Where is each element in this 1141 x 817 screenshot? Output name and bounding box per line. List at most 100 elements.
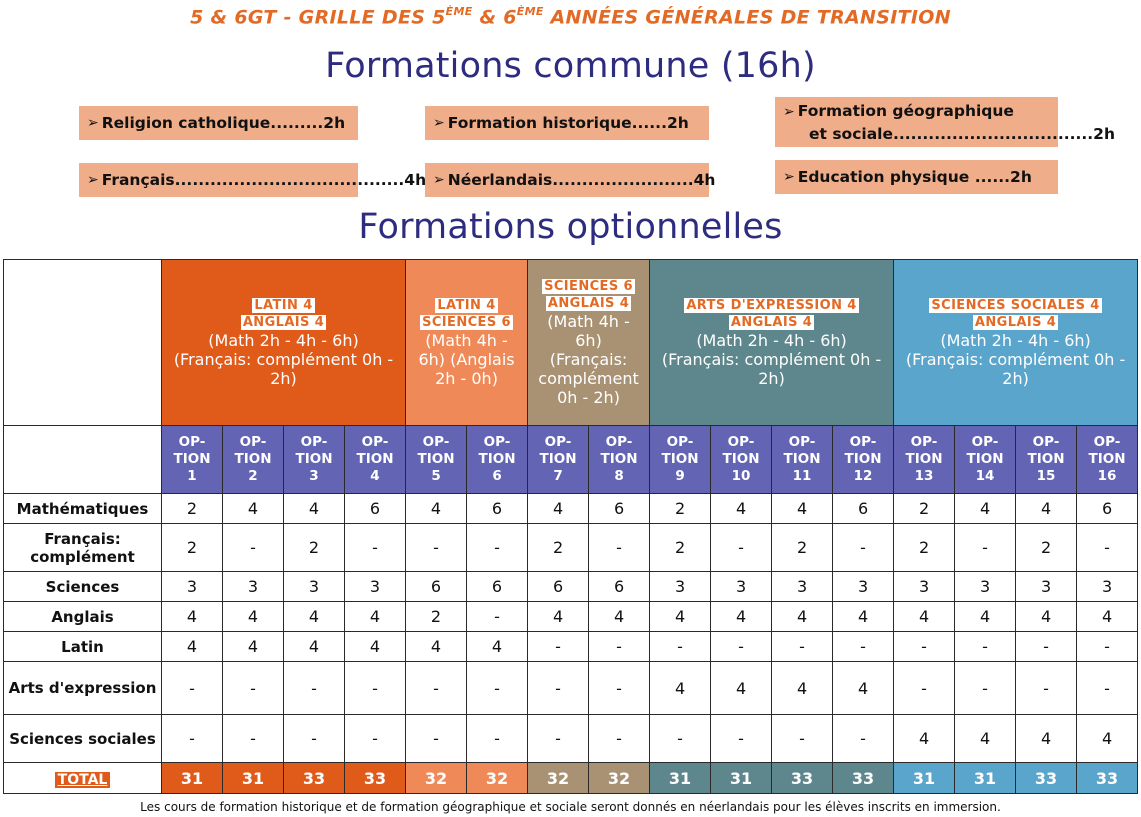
total-cell: 32 [588,762,651,794]
table-cell: 4 [1015,714,1078,763]
table-cell: 2 [527,523,590,572]
table-cell: - [527,714,590,763]
option-header-5: OP- TION 5 [405,425,468,494]
table-cell: - [771,631,834,662]
arrow-icon: ➢ [783,103,795,120]
table-cell: - [1076,661,1139,715]
option-header-16: OP- TION 16 [1076,425,1139,494]
group-title-2: ANGLAIS 4 [728,315,815,330]
table-cell: - [832,631,895,662]
table-cell: 2 [649,493,712,524]
table-cell: 4 [222,493,284,524]
table-cell: 3 [771,571,834,602]
table-cell: - [343,714,407,763]
option-header-15: OP- TION 15 [1015,425,1078,494]
table-cell: 3 [1015,571,1078,602]
total-cell: 31 [161,762,223,794]
table-row: Anglais 4 4 4 4 2-4 4 4 4 4 4 4 4 4 4 [3,601,1139,632]
row-label: Anglais [3,601,162,632]
table-cell: - [161,714,223,763]
table-row: Latin 4 4 4 4 4 4- - - - - - - - - - [3,631,1139,662]
option-header-14: OP- TION 14 [954,425,1017,494]
table-cell: 4 [588,601,651,632]
table-cell: 3 [1076,571,1139,602]
table-cell: 6 [832,493,895,524]
common-item-geographie: ➢ Formation géographique et sociale.......… [775,97,1115,147]
table-cell: - [1076,523,1139,572]
optional-heading: Formations optionnelles [358,207,783,247]
table-cell: - [710,714,773,763]
table-cell: 6 [405,571,468,602]
table-cell: 4 [222,631,284,662]
table-cell: - [1015,631,1078,662]
option-group-4: ARTS D'EXPRESSION 4 ANGLAIS 4 (Math 2h - 4… [649,259,895,426]
table-cell: 3 [893,571,956,602]
table-cell: 2 [405,601,468,632]
table-cell: - [1076,631,1139,662]
table-cell: 4 [1076,601,1139,632]
option-header-13: OP- TION 13 [893,425,956,494]
table-cell: 4 [1015,601,1078,632]
option-header-8: OP- TION 8 [588,425,651,494]
table-cell: 4 [1015,493,1078,524]
table-cell: - [649,714,712,763]
table-cell: - [771,714,834,763]
table-cell: 4 [527,601,590,632]
option-group-5: SCIENCES SOCIALES 4 ANGLAIS 4 (Math 2h - 4… [893,259,1139,426]
table-cell: - [161,661,223,715]
table-cell: - [466,601,529,632]
total-cell: 33 [283,762,345,794]
table-cell: 4 [893,601,956,632]
table-cell: 4 [1076,714,1139,763]
option-header-10: OP- TION 10 [710,425,773,494]
table-cell: 4 [771,601,834,632]
table-cell: - [588,631,651,662]
arrow-icon: ➢ [783,169,795,185]
group-description: (Math 2h - 4h - 6h) (Français: complémen… [661,331,882,388]
table-cell: - [832,714,895,763]
table-cell: - [954,523,1017,572]
total-cell: 33 [1015,762,1078,794]
table-cell: 4 [710,493,773,524]
total-cell: 32 [466,762,529,794]
table-cell: - [1015,661,1078,715]
group-title-1: LATIN 4 [435,298,498,313]
common-item-religion: ➢ Religion catholique.........2h [79,106,358,140]
total-cell: 33 [832,762,895,794]
corner-cell [3,259,162,426]
row-label: Sciences sociales [3,714,162,763]
table-cell: 4 [527,493,590,524]
common-heading: Formations commune (16h) [325,46,816,86]
table-cell: - [893,661,956,715]
table-cell: - [588,714,651,763]
table-cell: 4 [893,714,956,763]
table-cell: 2 [649,523,712,572]
row-label: Français: complément [3,523,162,572]
table-cell: 4 [954,493,1017,524]
option-header-11: OP- TION 11 [771,425,834,494]
row-label: Latin [3,631,162,662]
table-cell: 4 [771,493,834,524]
table-cell: 2 [161,493,223,524]
table-cell: 2 [893,493,956,524]
group-title-1: SCIENCES 6 [542,279,635,294]
total-cell: 33 [343,762,407,794]
table-cell: - [649,631,712,662]
total-cell: 33 [1076,762,1139,794]
arrow-icon: ➢ [87,115,99,131]
total-cell: 31 [954,762,1017,794]
total-cell: 31 [649,762,712,794]
option-header-1: OP- TION 1 [161,425,223,494]
table-cell: 2 [161,523,223,572]
table-cell: 3 [649,571,712,602]
common-item-histoire: ➢ Formation historique......2h [425,106,709,140]
table-cell: 2 [893,523,956,572]
table-cell: - [466,661,529,715]
page-title: 5 & 6GT - GRILLE DES 5ÈME & 6ÈME ANNÉES … [190,5,951,29]
table-cell: 3 [832,571,895,602]
group-description: (Math 4h - 6h) (Français: complément 0h … [538,312,639,407]
table-cell: - [283,714,345,763]
common-item-education-physique: ➢ Education physique ......2h [775,160,1058,194]
arrow-icon: ➢ [433,115,445,131]
table-cell: - [466,714,529,763]
